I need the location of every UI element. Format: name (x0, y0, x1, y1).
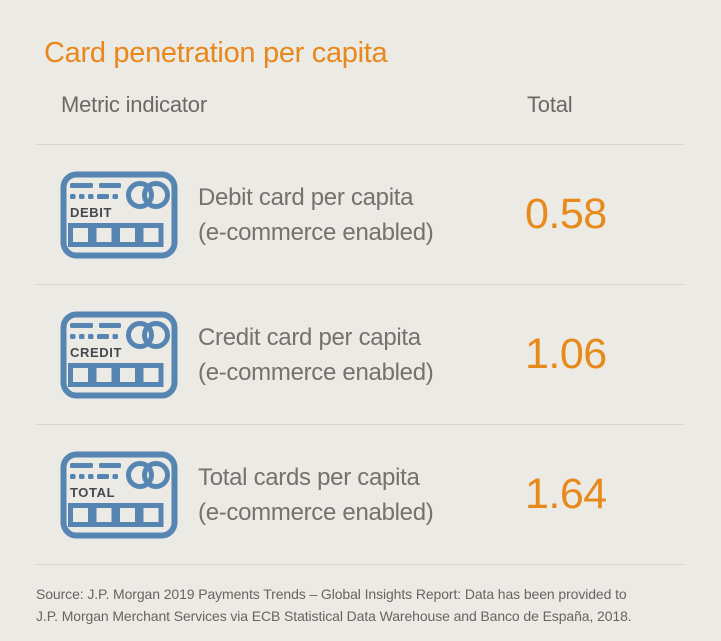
metric-label-line1: Total cards per capita (198, 463, 420, 491)
metric-label-line2: (e-commerce enabled) (198, 218, 434, 246)
table-header-row: Metric indicator Total (36, 72, 684, 145)
metric-label-line2: (e-commerce enabled) (198, 498, 434, 526)
table-row-credit: CREDIT Credit card per capita (e-commerc… (36, 285, 684, 425)
metric-label-total: Total cards per capita (e-commerce enabl… (198, 460, 525, 530)
metric-label-line1: Debit card per capita (198, 183, 414, 211)
metric-label-line1: Credit card per capita (198, 323, 421, 351)
metric-value-total: 1.64 (525, 470, 607, 518)
page-title: Card penetration per capita (44, 37, 388, 69)
source-note-line2: J.P. Morgan Merchant Services via ECB St… (36, 607, 632, 624)
metric-value-debit: 0.58 (525, 190, 607, 238)
table-row-debit: DEBIT Debit card per capita (e-commerce … (36, 145, 684, 285)
metrics-table: Metric indicator Total DEBIT (36, 72, 684, 565)
total-cards-icon: TOTAL (60, 451, 178, 539)
svg-text:TOTAL: TOTAL (70, 485, 115, 500)
source-note: Source: J.P. Morgan 2019 Payments Trends… (36, 584, 684, 627)
column-header-metric-indicator: Metric indicator (61, 92, 207, 117)
credit-card-icon: CREDIT (60, 311, 178, 399)
metric-label-credit: Credit card per capita (e-commerce enabl… (198, 320, 525, 390)
table-row-total: TOTAL Total cards per capita (e-commerce… (36, 425, 684, 565)
svg-text:DEBIT: DEBIT (70, 205, 112, 220)
svg-text:CREDIT: CREDIT (70, 345, 122, 360)
source-note-line1: Source: J.P. Morgan 2019 Payments Trends… (36, 586, 627, 602)
metric-value-credit: 1.06 (525, 330, 607, 378)
metric-label-debit: Debit card per capita (e-commerce enable… (198, 180, 525, 250)
debit-card-icon: DEBIT (60, 171, 178, 259)
metric-label-line2: (e-commerce enabled) (198, 358, 434, 386)
column-header-total: Total (527, 92, 573, 117)
